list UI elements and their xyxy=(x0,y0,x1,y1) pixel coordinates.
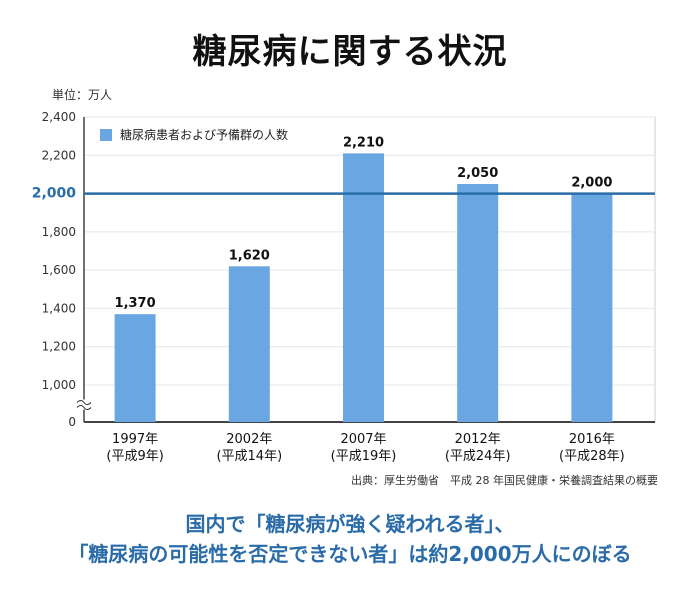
axis-break-mark xyxy=(76,400,92,405)
bar xyxy=(114,314,156,422)
bar xyxy=(457,184,499,422)
unit-label: 単位：万人 xyxy=(52,88,113,102)
y-tick-label: 1,400 xyxy=(42,301,76,315)
bar xyxy=(228,266,270,422)
y-tick-label: 1,000 xyxy=(42,378,76,392)
bar-chart: 0 1,000 1,200 1,400 1,600 1,800 2,000 2,200 2,40… xyxy=(32,110,656,464)
legend-label: 糖尿病患者および予備群の人数 xyxy=(120,127,288,142)
x-tick-label: 2002年 xyxy=(226,432,272,447)
y-tick-label: 1,600 xyxy=(42,263,76,277)
x-tick-label: 2016年 xyxy=(569,432,615,447)
data-label: 1,370 xyxy=(115,296,156,311)
bar xyxy=(571,193,613,422)
x-tick-label: 1997年 xyxy=(112,432,158,447)
bar xyxy=(343,153,384,422)
footer-line-2: 「糖尿病の可能性を否定できない者」は約2,000万人にのぼる xyxy=(68,542,632,566)
data-label: 1,620 xyxy=(229,248,270,263)
y-tick-label: 2,000 xyxy=(32,186,77,202)
x-tick-sublabel: (平成14年) xyxy=(216,449,282,464)
x-tick-label: 2012年 xyxy=(455,432,501,447)
axis-break-mark xyxy=(76,405,92,410)
x-tick-sublabel: (平成28年) xyxy=(559,449,625,464)
y-tick-label: 2,400 xyxy=(42,110,76,124)
page-title: 糖尿病に関する状況 xyxy=(192,32,508,72)
x-tick-sublabel: (平成9年) xyxy=(106,449,163,464)
y-tick-label: 2,200 xyxy=(42,148,76,162)
y-tick-label: 1,200 xyxy=(42,340,76,354)
x-tick-label: 2007年 xyxy=(340,432,386,447)
axis-break-gap xyxy=(78,399,90,410)
y-tick-label: 0 xyxy=(68,415,76,429)
data-label: 2,210 xyxy=(343,135,384,150)
source-note: 出典：厚生労働省 平成 28 年国民健康・栄養調査結果の概要 xyxy=(351,474,658,487)
x-tick-sublabel: (平成24年) xyxy=(445,449,511,464)
y-tick-label: 1,800 xyxy=(42,225,76,239)
legend-swatch xyxy=(100,129,112,141)
data-label: 2,000 xyxy=(571,176,612,191)
footer-line-1: 国内で「糖尿病が強く疑われる者」、 xyxy=(185,512,515,536)
data-label: 2,050 xyxy=(457,166,498,181)
x-tick-sublabel: (平成19年) xyxy=(331,449,397,464)
